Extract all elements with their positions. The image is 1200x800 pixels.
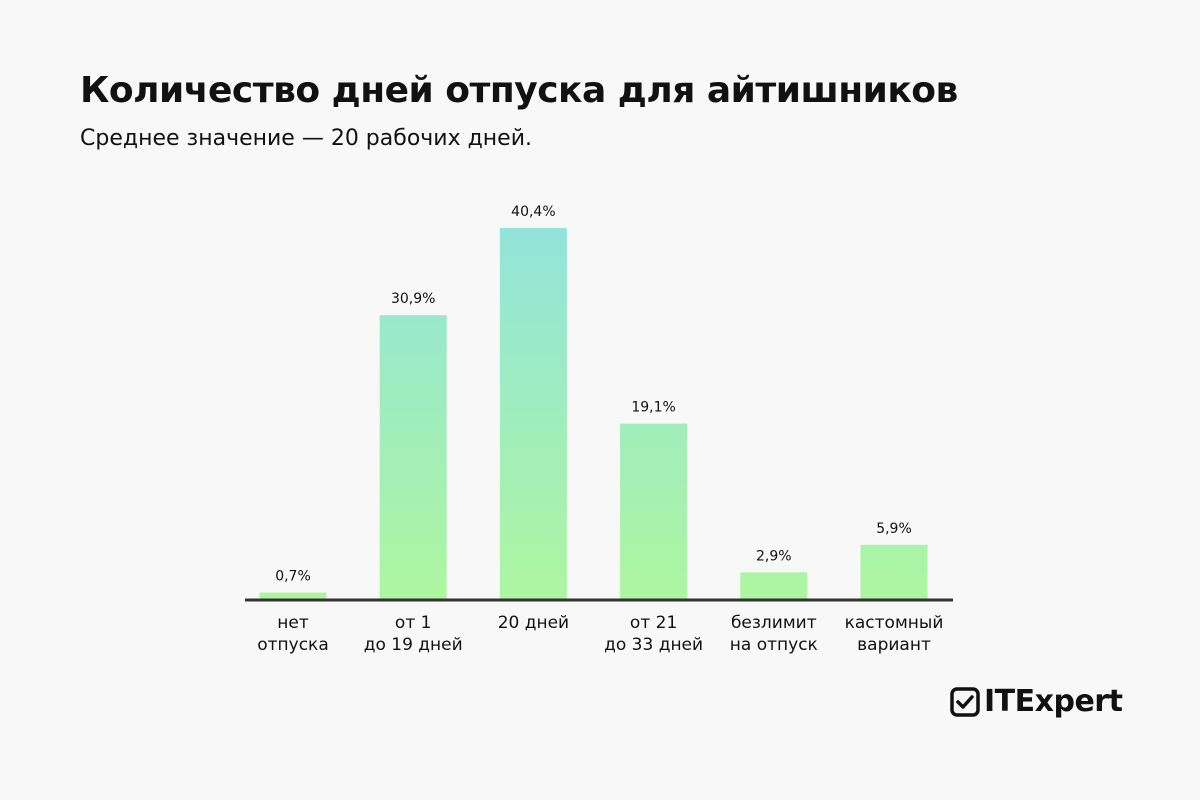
category-label: вариант: [857, 635, 931, 655]
bar-3: [620, 423, 688, 599]
data-label: 2,9%: [756, 548, 792, 564]
bar-0: [259, 592, 327, 599]
category-label: 20 дней: [498, 613, 569, 633]
data-label: 0,7%: [275, 569, 311, 585]
category-label: от 1: [395, 613, 432, 633]
category-label: отпуска: [257, 635, 329, 655]
category-label: до 19 дней: [364, 635, 463, 655]
category-label: на отпуск: [730, 635, 818, 655]
data-label: 5,9%: [876, 521, 912, 537]
category-label: безлимит: [731, 613, 817, 633]
page-title: Количество дней отпуска для айтишников: [80, 70, 958, 111]
data-label: 19,1%: [631, 400, 675, 416]
bar-2: [499, 228, 567, 599]
checkbox-icon: [950, 686, 980, 717]
category-label: до 33 дней: [604, 635, 703, 655]
data-label: 30,9%: [391, 291, 435, 307]
bar-4: [740, 572, 808, 599]
bar-5: [860, 544, 928, 599]
data-label: 40,4%: [511, 204, 555, 220]
category-label: нет: [277, 613, 309, 633]
itexpert-logo: ITExpert: [950, 684, 1123, 719]
category-label: кастомный: [845, 613, 944, 633]
logo-text: ITExpert: [984, 684, 1123, 719]
page-subtitle: Среднее значение — 20 рабочих дней.: [80, 126, 533, 151]
category-label: от 21: [630, 613, 677, 633]
bar-1: [379, 315, 447, 599]
